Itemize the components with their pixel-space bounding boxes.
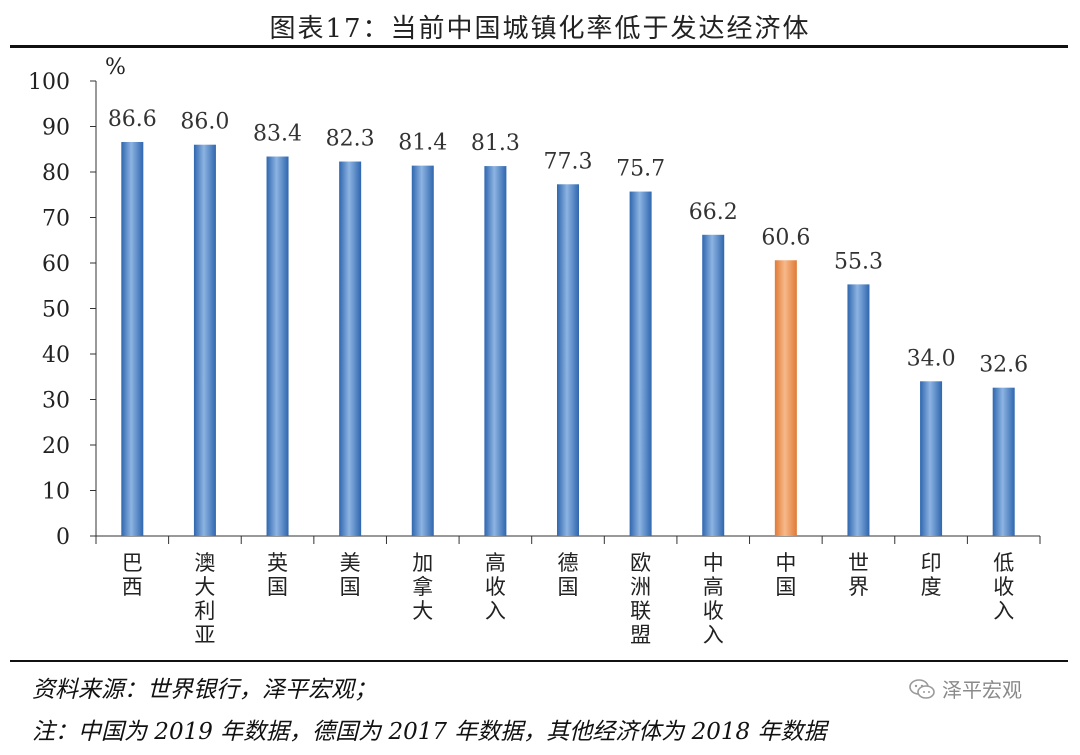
bar bbox=[629, 191, 652, 536]
data-label: 55.3 bbox=[834, 249, 883, 274]
y-tick-label: 80 bbox=[42, 161, 70, 186]
data-label: 32.6 bbox=[979, 353, 1028, 378]
x-tick-label: 中高收入 bbox=[703, 551, 724, 647]
y-tick-label: 0 bbox=[56, 525, 70, 550]
y-tick-label: 60 bbox=[42, 252, 70, 277]
x-tick-label: 德国 bbox=[558, 551, 579, 599]
data-label: 82.3 bbox=[326, 127, 375, 152]
x-tick-label: 英国 bbox=[267, 551, 288, 599]
bar bbox=[121, 141, 144, 536]
bar bbox=[484, 166, 507, 536]
y-tick-label: 90 bbox=[42, 116, 70, 141]
data-label: 75.7 bbox=[616, 157, 665, 182]
y-tick-label: 20 bbox=[42, 434, 70, 459]
data-label: 34.0 bbox=[907, 346, 956, 371]
bar bbox=[992, 387, 1015, 536]
data-label: 83.4 bbox=[253, 122, 302, 147]
bar bbox=[266, 156, 289, 536]
top-rule bbox=[10, 45, 1068, 48]
y-tick-label: 50 bbox=[42, 298, 70, 323]
data-label: 81.3 bbox=[471, 131, 520, 156]
bar bbox=[920, 381, 943, 536]
x-tick-label: 巴西 bbox=[122, 551, 143, 599]
x-tick-label: 低收入 bbox=[993, 551, 1014, 623]
bottom-rule bbox=[10, 660, 1068, 662]
bar bbox=[702, 234, 725, 537]
y-unit-label: % bbox=[105, 55, 126, 80]
wechat-icon bbox=[909, 678, 935, 699]
y-tick-label: 100 bbox=[28, 70, 70, 95]
bar-highlight bbox=[774, 260, 797, 536]
bar bbox=[193, 144, 216, 536]
data-label: 86.6 bbox=[108, 107, 157, 132]
x-tick-label: 美国 bbox=[340, 551, 361, 599]
watermark-text: 泽平宏观 bbox=[942, 678, 1022, 702]
x-tick-label: 高收入 bbox=[485, 551, 506, 623]
watermark: 泽平宏观 bbox=[908, 674, 1022, 703]
y-tick-label: 10 bbox=[42, 480, 70, 505]
data-label: 66.2 bbox=[689, 200, 738, 225]
x-tick-label: 世界 bbox=[848, 551, 869, 599]
data-label: 86.0 bbox=[180, 110, 229, 135]
data-label: 81.4 bbox=[398, 131, 447, 156]
y-tick-label: 40 bbox=[42, 343, 70, 368]
source-note: 资料来源：世界银行，泽平宏观； bbox=[32, 677, 377, 703]
y-tick-label: 70 bbox=[42, 207, 70, 232]
bar bbox=[339, 161, 362, 536]
bar bbox=[411, 165, 434, 536]
data-note: 注：中国为 2019 年数据，德国为 2017 年数据，其他经济体为 2018 … bbox=[32, 719, 827, 745]
x-tick-label: 澳大利亚 bbox=[194, 551, 215, 647]
x-tick-label: 欧洲联盟 bbox=[630, 551, 651, 647]
bar bbox=[847, 284, 870, 536]
x-tick-label: 加拿大 bbox=[412, 551, 433, 623]
y-tick-label: 30 bbox=[42, 389, 70, 414]
data-label: 60.6 bbox=[761, 225, 810, 250]
bar bbox=[557, 184, 579, 536]
bar-chart: 0 10 20 30 40 50 60 70 80 90 100% 86.6 巴西 86.0 澳大利亚 83.… bbox=[28, 55, 1041, 647]
data-label: 77.3 bbox=[544, 149, 593, 174]
x-tick-label: 中国 bbox=[775, 551, 796, 599]
chart-title: 图表17：当前中国城镇化率低于发达经济体 bbox=[269, 14, 811, 44]
x-tick-label: 印度 bbox=[921, 551, 942, 599]
